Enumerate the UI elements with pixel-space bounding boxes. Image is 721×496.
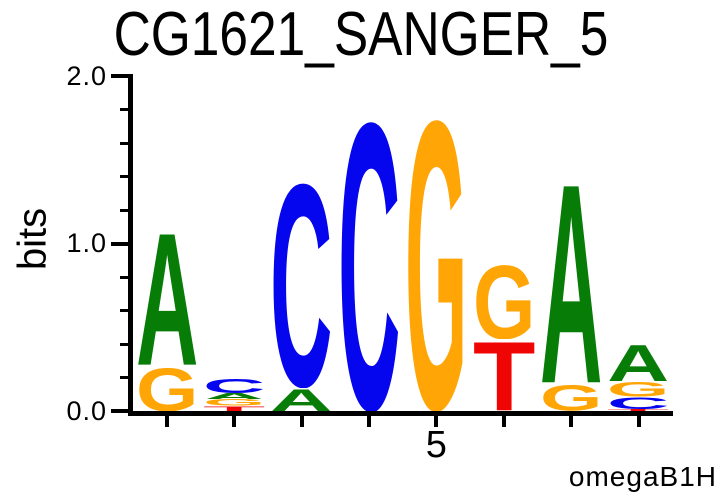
svg-text:A: A [136, 227, 198, 366]
y-minor-tick-1.8 [120, 108, 133, 111]
x-tick-position-6 [501, 416, 506, 427]
svg-text:T: T [203, 406, 265, 411]
logo-column-4: C [338, 110, 400, 412]
logo-letter-C: C [607, 397, 669, 409]
logo-letter-A: A [540, 175, 602, 384]
logo-letter-C: C [203, 378, 265, 393]
svg-text:G: G [405, 108, 467, 411]
svg-text:T: T [607, 409, 669, 411]
y-minor-tick-1.4 [120, 175, 133, 178]
svg-text:C: C [203, 378, 265, 393]
x-tick-position-7 [569, 416, 574, 427]
y-major-tick-2 [111, 74, 133, 78]
y-major-tick-0 [111, 409, 133, 413]
svg-text:C: C [270, 175, 332, 388]
logo-letter-G: G [540, 384, 602, 411]
y-minor-tick-0.4 [120, 342, 133, 346]
svg-text:T: T [473, 339, 535, 411]
figure-title: CG1621_SANGER_5 [113, 0, 609, 69]
x-tick-position-3 [299, 416, 304, 427]
logo-letter-A: A [270, 388, 332, 411]
y-tick-label-0.0: 0.0 [66, 396, 107, 426]
logo-letter-T: T [203, 406, 265, 411]
logo-letter-C: C [338, 110, 400, 412]
y-minor-tick-0.6 [120, 309, 133, 312]
attribution-label: omegaB1H [568, 461, 717, 492]
logo-letter-G: G [607, 381, 669, 397]
x-tick-label-5: 5 [425, 424, 447, 466]
y-minor-tick-1.6 [120, 141, 133, 145]
svg-text:A: A [607, 343, 669, 382]
x-tick-position-2 [232, 416, 237, 427]
svg-text:G: G [473, 262, 535, 339]
logo-letter-A: A [203, 393, 265, 400]
svg-text:G: G [607, 381, 669, 397]
x-tick-position-5 [434, 416, 439, 427]
logo-letter-C: C [270, 175, 332, 388]
logo-letter-G: G [473, 262, 535, 339]
svg-text:G: G [203, 399, 265, 406]
logo-column-5: G [405, 108, 467, 411]
svg-text:A: A [203, 393, 265, 400]
svg-text:C: C [338, 110, 400, 412]
y-minor-tick-1.2 [120, 208, 133, 212]
logo-letter-A: A [136, 227, 198, 366]
y-tick-label-2.0: 2.0 [66, 61, 107, 91]
y-major-tick-1 [111, 241, 133, 246]
y-minor-tick-0.2 [120, 376, 133, 379]
svg-text:G: G [540, 384, 602, 411]
svg-text:A: A [270, 388, 332, 411]
svg-text:C: C [607, 397, 669, 409]
y-tick-label-1.0: 1.0 [66, 228, 107, 258]
logo-letter-T: T [473, 339, 535, 411]
logo-letter-G: G [136, 366, 198, 411]
x-tick-position-8 [636, 416, 641, 427]
y-minor-tick-0.8 [120, 275, 133, 279]
svg-text:A: A [540, 175, 602, 384]
x-tick-position-4 [366, 416, 371, 427]
logo-letter-G: G [203, 399, 265, 406]
x-tick-position-1 [164, 416, 169, 427]
logo-letter-G: G [405, 108, 467, 411]
logo-letter-A: A [607, 343, 669, 382]
svg-text:G: G [136, 366, 198, 411]
x-axis-line [128, 411, 673, 416]
logo-letter-T: T [607, 409, 669, 411]
